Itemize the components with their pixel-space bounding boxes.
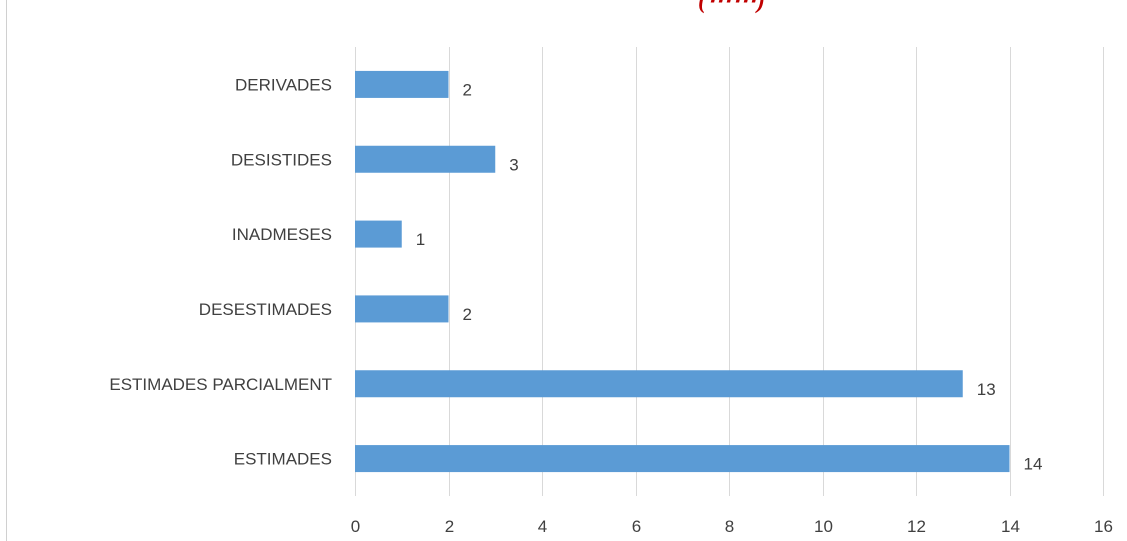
x-tick-label: 8 xyxy=(725,517,734,536)
category-label: INADMESES xyxy=(232,225,332,244)
data-label: 3 xyxy=(509,155,518,174)
x-tick-label: 4 xyxy=(538,517,547,536)
frame-left-border xyxy=(6,0,7,541)
bar-estimades xyxy=(355,445,1010,473)
x-tick-label: 0 xyxy=(351,517,360,536)
x-tick-label: 10 xyxy=(814,517,833,536)
category-label: DERIVADES xyxy=(235,75,332,94)
category-label: DESISTIDES xyxy=(231,150,332,169)
x-tick-label: 6 xyxy=(632,517,641,536)
data-label: 14 xyxy=(1024,455,1043,474)
category-label: DESESTIMADES xyxy=(199,300,332,319)
bar-derivades xyxy=(355,70,449,98)
category-label: ESTIMADES PARCIALMENT xyxy=(109,375,332,394)
bar-estimades-parcialment xyxy=(355,370,963,398)
data-label: 1 xyxy=(416,230,425,249)
category-label: ESTIMADES xyxy=(234,450,332,469)
bar-desestimades xyxy=(355,295,449,323)
data-label: 2 xyxy=(463,80,472,99)
data-label: 2 xyxy=(463,305,472,324)
x-tick-label: 16 xyxy=(1094,517,1113,536)
x-tick-label: 12 xyxy=(907,517,926,536)
data-label: 13 xyxy=(977,380,996,399)
bar-inadmeses xyxy=(355,220,402,248)
chart-title-fragment: (⋯⋯) xyxy=(698,0,766,14)
bar-desistides xyxy=(355,145,496,173)
x-tick-label: 2 xyxy=(445,517,454,536)
x-tick-label: 14 xyxy=(1001,517,1020,536)
